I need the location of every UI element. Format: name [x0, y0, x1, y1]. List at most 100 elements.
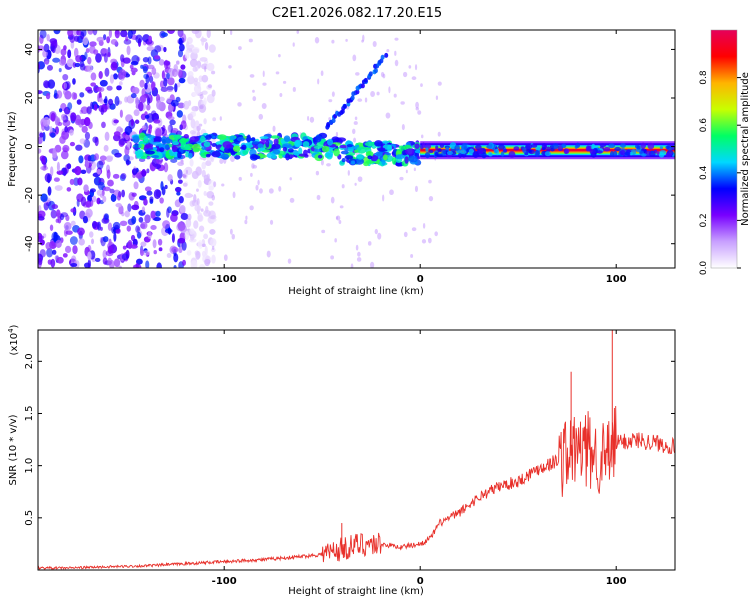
noise-blob	[101, 48, 109, 55]
noise-blob	[120, 172, 127, 180]
noise-blob	[357, 251, 361, 257]
noise-blob	[266, 250, 271, 258]
noise-blob	[103, 98, 108, 104]
noise-blob	[119, 127, 124, 133]
noise-blob	[140, 221, 148, 230]
noise-blob	[150, 110, 157, 117]
noise-blob	[148, 124, 152, 134]
noise-blob	[79, 138, 86, 144]
noise-blob	[63, 222, 72, 231]
noise-blob	[115, 202, 122, 208]
noise-blob	[417, 110, 422, 115]
noise-blob	[89, 231, 94, 238]
noise-blob	[167, 174, 173, 182]
noise-blob	[394, 37, 399, 41]
noise-blob	[408, 65, 412, 69]
noise-blob	[211, 89, 216, 97]
noise-blob	[221, 183, 225, 187]
carrier-blob	[395, 154, 405, 160]
noise-blob	[355, 72, 360, 76]
noise-blob	[75, 55, 83, 63]
carrier-blob	[245, 142, 253, 147]
noise-blob	[131, 204, 140, 211]
noise-blob	[176, 191, 181, 196]
noise-blob	[230, 155, 235, 163]
noise-blob	[413, 167, 416, 172]
noise-blob	[377, 232, 382, 240]
noise-blob	[102, 236, 109, 243]
noise-blob	[249, 74, 255, 78]
noise-blob	[130, 93, 137, 99]
carrier-blob	[544, 151, 551, 157]
noise-blob	[159, 197, 164, 204]
carrier-blob	[541, 147, 546, 151]
noise-blob	[112, 134, 121, 142]
noise-blob	[73, 35, 80, 42]
carrier-blob	[234, 154, 241, 160]
noise-blob	[328, 99, 333, 103]
noise-blob	[258, 113, 264, 120]
carrier-blob	[434, 152, 439, 157]
noise-blob	[187, 71, 194, 78]
trace-blob	[355, 89, 360, 95]
noise-blob	[338, 220, 342, 225]
noise-blob	[106, 52, 111, 58]
noise-blob	[192, 66, 198, 72]
noise-blob	[116, 85, 122, 91]
noise-blob	[204, 42, 209, 51]
carrier-blob	[265, 140, 270, 148]
noise-blob	[193, 220, 199, 229]
carrier-blob	[608, 143, 616, 149]
snr-axes: -100 0 100 0.5 1.0 1.5 2.0	[24, 330, 675, 587]
carrier-blob	[171, 145, 178, 153]
noise-blob	[108, 30, 113, 38]
carrier-blob	[374, 140, 383, 147]
noise-blob	[163, 46, 167, 53]
noise-blob	[198, 225, 205, 232]
carrier-blob	[354, 157, 365, 165]
noise-blob	[144, 214, 151, 224]
noise-blob	[347, 169, 350, 176]
noise-blob	[62, 119, 71, 127]
noise-blob	[190, 260, 198, 268]
carrier-blob	[454, 144, 460, 151]
noise-blob	[414, 64, 418, 71]
noise-blob	[102, 257, 108, 265]
carrier-blob	[200, 135, 206, 143]
carrier-blob	[522, 147, 527, 153]
carrier-blob	[596, 150, 603, 154]
carrier-blob	[283, 135, 291, 142]
noise-blob	[330, 255, 335, 260]
noise-blob	[149, 196, 154, 202]
noise-blob	[80, 30, 87, 37]
noise-blob	[74, 165, 82, 176]
noise-blob	[41, 159, 46, 165]
noise-blob	[177, 161, 184, 167]
noise-blob	[367, 241, 372, 246]
carrier-blob	[150, 155, 160, 159]
noise-blob	[315, 170, 320, 176]
noise-blob	[55, 239, 62, 248]
noise-blob	[156, 262, 162, 268]
noise-blob	[119, 109, 123, 118]
noise-blob	[191, 30, 200, 35]
noise-blob	[289, 197, 295, 203]
noise-blob	[53, 30, 61, 35]
noise-blob	[90, 72, 97, 81]
noise-blob	[43, 43, 50, 53]
noise-blob	[70, 262, 78, 268]
carrier-blob	[250, 155, 261, 160]
noise-blob	[149, 75, 154, 84]
noise-blob	[92, 220, 98, 229]
noise-blob	[250, 172, 253, 177]
noise-blob	[120, 54, 125, 63]
noise-blob	[131, 192, 137, 197]
snr-plot-area	[38, 330, 675, 570]
noise-blob	[169, 119, 176, 126]
carrier-blob	[612, 150, 618, 157]
noise-blob	[170, 158, 178, 163]
noise-blob	[56, 170, 64, 175]
colorbar-tick-label: 0.2	[699, 213, 709, 227]
carrier-blob	[266, 152, 276, 159]
noise-blob	[69, 129, 74, 136]
